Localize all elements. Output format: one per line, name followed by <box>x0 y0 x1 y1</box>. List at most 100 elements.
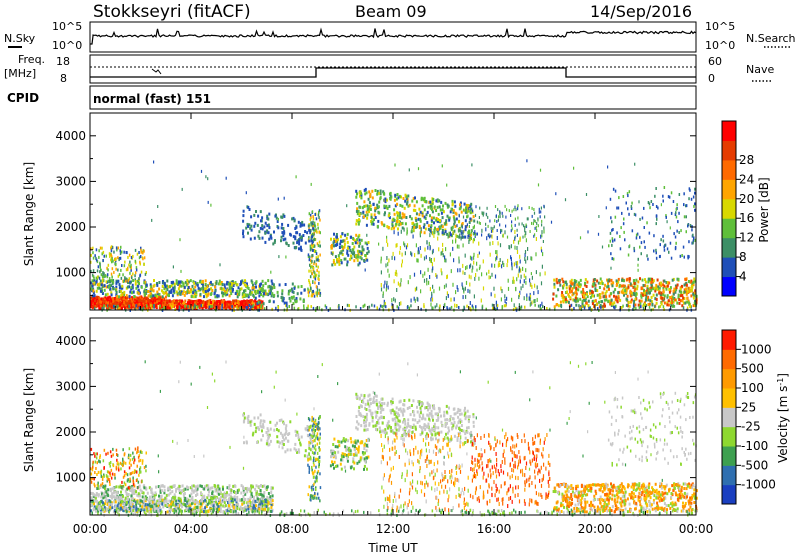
scatter-cell <box>166 510 169 514</box>
scatter-cell <box>692 241 694 245</box>
scatter-cell <box>452 230 454 235</box>
scatter-cell <box>108 299 111 303</box>
scatter-cell <box>586 292 588 296</box>
scatter-cell <box>648 231 651 235</box>
scatter-cell <box>505 302 507 306</box>
scatter-cell <box>542 240 544 243</box>
scatter-cell <box>540 281 543 286</box>
scatter-cell <box>464 235 467 239</box>
scatter-cell <box>559 283 562 287</box>
scatter-cell <box>283 230 286 234</box>
scatter-cell <box>662 199 664 203</box>
scatter-cell <box>584 281 586 285</box>
scatter-cell <box>404 193 407 197</box>
scatter-cell <box>621 288 624 292</box>
scatter-cell <box>514 306 517 310</box>
scatter-cell <box>533 208 535 211</box>
scatter-cell <box>382 291 384 296</box>
scatter-cell <box>204 279 207 283</box>
scatter-cell <box>674 213 677 216</box>
scatter-cell <box>385 287 387 292</box>
scatter-cell <box>214 289 217 293</box>
scatter-cell <box>266 224 269 228</box>
scatter-cell <box>356 238 359 242</box>
scatter-cell <box>205 300 208 304</box>
scatter-cell <box>314 274 317 278</box>
scatter-cell <box>660 281 662 285</box>
scatter-cell <box>127 300 130 304</box>
scatter-cell <box>157 205 159 208</box>
scatter-cell <box>110 245 113 249</box>
scatter-cell <box>666 284 669 288</box>
scatter-cell <box>607 284 610 288</box>
scatter-cell <box>642 306 645 310</box>
scatter-cell <box>447 293 449 298</box>
scatter-cell <box>476 232 478 236</box>
scatter-cell <box>472 226 475 230</box>
scatter-cell <box>98 255 100 259</box>
scatter-cell <box>139 273 142 277</box>
scatter-cell <box>191 306 194 310</box>
scatter-cell <box>195 293 198 297</box>
scatter-cell <box>195 282 198 286</box>
scatter-cell <box>459 203 461 207</box>
scatter-cell <box>197 288 200 292</box>
scatter-cell <box>168 290 171 294</box>
scatter-cell <box>120 245 122 249</box>
scatter-cell <box>137 292 140 296</box>
scatter-cell <box>141 250 143 254</box>
scatter-cell <box>236 302 239 306</box>
scatter-cell <box>604 291 607 295</box>
scatter-cell <box>354 239 357 243</box>
scatter-cell <box>317 277 319 281</box>
scatter-cell <box>236 283 239 287</box>
scatter-cell <box>403 213 406 217</box>
scatter-cell <box>101 279 104 283</box>
scatter-cell <box>672 292 675 296</box>
scatter-cell <box>343 242 346 246</box>
scatter-cell <box>130 266 132 270</box>
scatter-cell <box>627 194 629 198</box>
scatter-cell <box>366 251 369 255</box>
scatter-cell <box>445 283 447 288</box>
scatter-cell <box>192 280 195 284</box>
scatter-cell <box>431 262 433 267</box>
scatter-cell <box>494 293 496 298</box>
scatter-cell <box>506 263 508 268</box>
scatter-cell <box>183 293 186 297</box>
scatter-cell <box>617 296 620 300</box>
scatter-cell <box>474 235 476 238</box>
scatter-cell <box>622 222 625 226</box>
scatter-cell <box>386 239 388 244</box>
scatter-cell <box>244 508 247 512</box>
scatter-cell <box>184 304 186 308</box>
scatter-cell <box>415 225 418 229</box>
scatter-cell <box>536 285 538 290</box>
scatter-cell <box>635 233 638 237</box>
scatter-cell <box>693 277 696 281</box>
scatter-cell <box>242 232 244 236</box>
scatter-cell <box>491 263 493 268</box>
scatter-cell <box>632 291 635 295</box>
colorbar-tick-label: 28 <box>739 153 754 167</box>
scatter-cell <box>453 258 455 263</box>
scatter-cell <box>134 259 137 263</box>
scatter-cell <box>147 302 150 306</box>
scatter-cell <box>379 189 382 193</box>
scatter-cell <box>140 248 142 252</box>
scatter-cell <box>689 304 692 308</box>
scatter-cell <box>585 285 588 288</box>
scatter-cell <box>628 212 630 216</box>
scatter-cell <box>213 299 215 303</box>
scatter-cell <box>207 177 209 181</box>
scatter-cell <box>406 227 408 232</box>
scatter-cell <box>519 254 521 259</box>
scatter-cell <box>499 258 501 263</box>
scatter-cell <box>452 246 454 251</box>
scatter-cell <box>641 216 644 220</box>
scatter-cell <box>125 251 127 254</box>
scatter-cell <box>680 292 683 296</box>
scatter-cell <box>643 284 646 288</box>
scatter-cell <box>517 273 519 278</box>
scatter-cell <box>247 231 249 235</box>
